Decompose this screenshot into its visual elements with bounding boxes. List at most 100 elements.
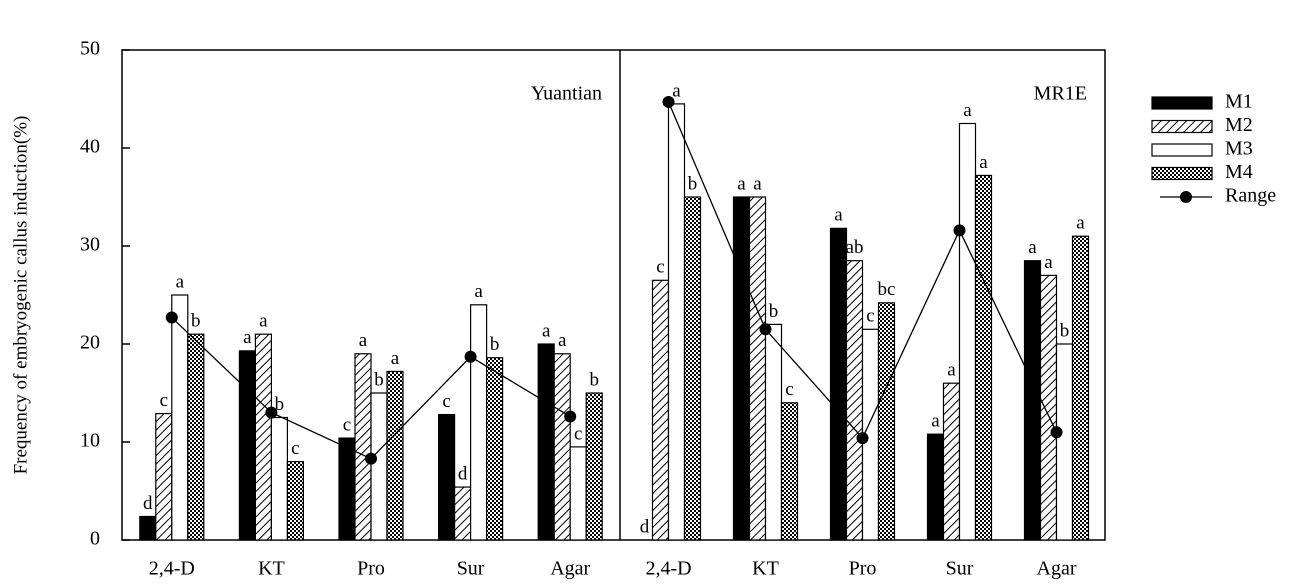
bar <box>454 486 472 541</box>
range-point <box>856 432 869 445</box>
significance-label: b <box>374 369 384 390</box>
significance-label: b <box>1060 320 1070 341</box>
legend-label: Range <box>1225 185 1276 207</box>
significance-label: c <box>442 391 450 412</box>
significance-label: b <box>688 173 698 194</box>
significance-label: a <box>243 327 252 348</box>
bar <box>1039 274 1058 541</box>
y-tick-label: 10 <box>80 430 100 452</box>
legend-swatch <box>1151 143 1213 157</box>
bar <box>1023 260 1042 541</box>
bar <box>926 433 945 541</box>
significance-label: a <box>753 173 762 194</box>
bar <box>651 279 670 541</box>
significance-label: d <box>458 463 468 484</box>
significance-label: b <box>191 311 201 332</box>
significance-label: a <box>931 411 940 432</box>
significance-label: b <box>275 394 285 415</box>
legend-swatch <box>1151 119 1213 134</box>
significance-label: a <box>259 311 268 332</box>
significance-label: c <box>656 257 664 278</box>
bar <box>139 515 157 541</box>
legend-swatch <box>1151 96 1213 110</box>
significance-label: c <box>785 379 793 400</box>
range-point <box>662 95 675 108</box>
bar <box>958 122 977 541</box>
bar <box>338 437 356 541</box>
bar <box>354 353 372 541</box>
significance-label: ab <box>846 237 864 258</box>
significance-label: a <box>359 330 368 351</box>
significance-label: a <box>558 330 567 351</box>
y-axis-label: Frequency of embryogenic callus inductio… <box>10 116 31 475</box>
y-tick-label: 20 <box>80 332 100 354</box>
plot-frame <box>121 49 1106 541</box>
bar <box>1071 235 1090 541</box>
bar <box>187 333 205 541</box>
significance-label: c <box>343 414 351 435</box>
legend-point <box>1180 191 1192 203</box>
panel-title: Yuantian <box>531 83 602 105</box>
significance-label: a <box>542 320 551 341</box>
range-point <box>953 224 966 237</box>
significance-label: a <box>176 271 185 292</box>
significance-label: a <box>672 80 681 101</box>
bar <box>537 343 555 541</box>
significance-label: c <box>866 306 874 327</box>
bar <box>845 260 864 541</box>
legend-label: M2 <box>1225 114 1253 136</box>
significance-label: a <box>1028 237 1037 258</box>
legend-label: M1 <box>1225 91 1253 113</box>
bar <box>553 353 571 541</box>
y-tick-label: 40 <box>80 136 100 158</box>
significance-label: b <box>490 334 500 355</box>
range-point <box>1050 426 1063 439</box>
significance-label: bc <box>878 279 896 300</box>
bar <box>569 446 587 541</box>
x-tick-label: Pro <box>357 558 385 580</box>
x-tick-label: Sur <box>946 558 974 580</box>
bar <box>171 294 189 541</box>
bar <box>155 412 173 541</box>
bar <box>683 196 702 541</box>
bar <box>270 416 288 541</box>
significance-label: d <box>640 516 650 537</box>
range-point <box>265 406 278 419</box>
significance-label: d <box>143 493 153 514</box>
x-tick-label: 2,4-D <box>149 558 195 580</box>
bar <box>780 402 799 541</box>
bar <box>732 196 751 541</box>
panel-title: MR1E <box>1034 83 1087 105</box>
bar <box>667 103 686 541</box>
bar <box>254 333 272 541</box>
legend-label: M4 <box>1225 161 1253 183</box>
bar <box>486 357 504 541</box>
bar <box>748 196 767 541</box>
y-tick-label: 0 <box>90 528 100 550</box>
y-tick-label: 30 <box>80 234 100 256</box>
x-tick-label: KT <box>752 558 779 580</box>
range-point <box>759 323 772 336</box>
bar <box>386 370 404 541</box>
bar <box>438 413 456 541</box>
bar <box>370 392 388 541</box>
significance-label: a <box>474 281 483 302</box>
range-point <box>464 350 477 363</box>
legend-swatch <box>1151 166 1213 181</box>
y-tick-label: 50 <box>80 38 100 60</box>
significance-label: a <box>391 348 400 369</box>
x-tick-label: Pro <box>849 558 877 580</box>
significance-label: a <box>963 100 972 121</box>
bar <box>829 227 848 541</box>
bar <box>942 382 961 541</box>
significance-label: a <box>834 205 843 226</box>
x-tick-label: KT <box>258 558 285 580</box>
significance-label: a <box>1076 213 1085 234</box>
significance-label: a <box>737 173 746 194</box>
significance-label: c <box>160 390 168 411</box>
range-point <box>365 452 377 465</box>
significance-label: a <box>947 360 956 381</box>
legend-label: M3 <box>1225 138 1253 160</box>
range-point <box>165 311 178 324</box>
bar <box>1055 343 1074 541</box>
